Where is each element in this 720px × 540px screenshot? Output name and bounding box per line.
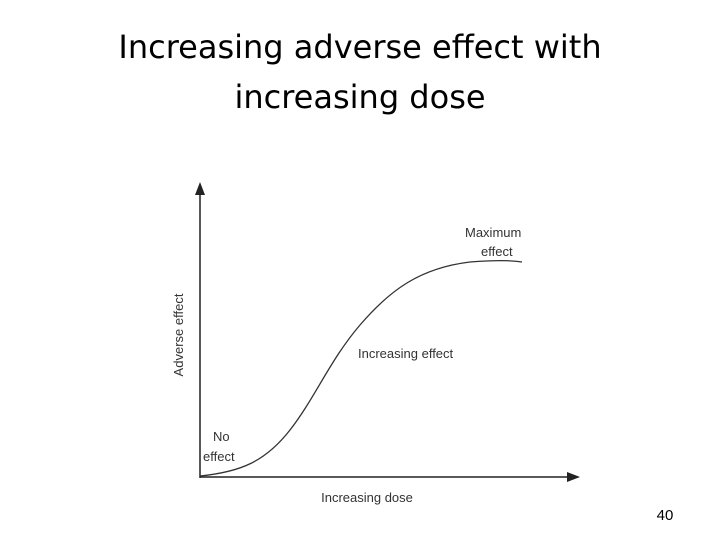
y-axis-label: Adverse effect — [171, 293, 186, 376]
annotation: Increasing effect — [358, 346, 454, 361]
annotation: effect — [481, 244, 513, 259]
x-axis-label: Increasing dose — [321, 490, 413, 505]
annotation: Maximum — [465, 225, 521, 240]
dose-response-curve — [199, 259, 523, 477]
title-line: Increasing adverse effect with — [118, 28, 601, 66]
page-number: 40 — [657, 507, 674, 524]
annotation: No — [213, 429, 230, 444]
x-axis-arrow — [567, 472, 580, 482]
y-axis-arrow — [195, 182, 205, 195]
title-line: increasing dose — [234, 78, 485, 116]
annotation: effect — [203, 449, 235, 464]
